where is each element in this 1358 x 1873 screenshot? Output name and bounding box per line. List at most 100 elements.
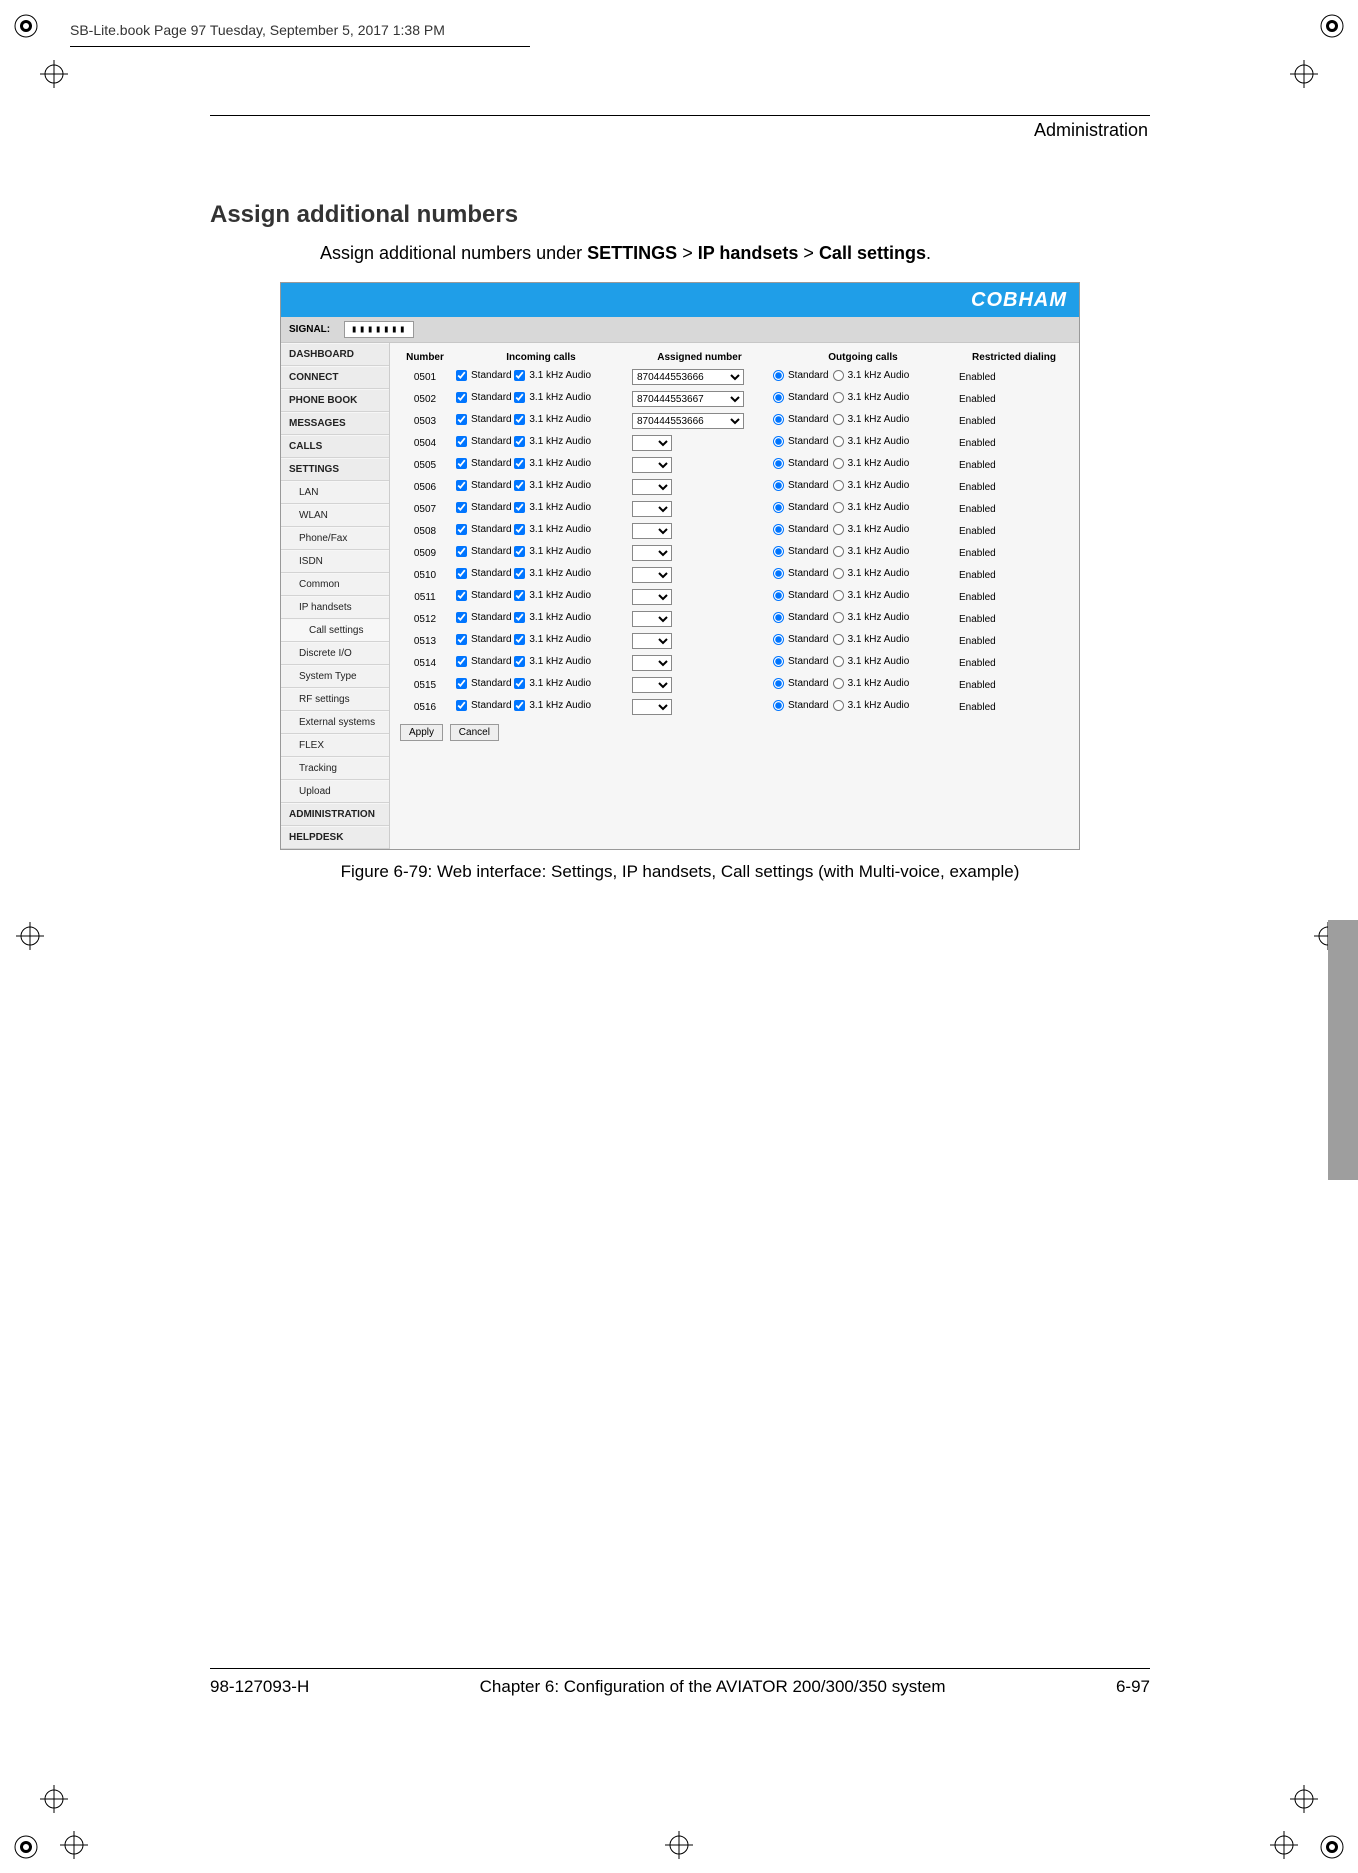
- incoming-standard-checkbox[interactable]: Standard: [456, 524, 512, 535]
- assigned-number-select[interactable]: [632, 567, 672, 583]
- assigned-number-select[interactable]: [632, 611, 672, 627]
- incoming-khz-checkbox[interactable]: 3.1 kHz Audio: [514, 480, 591, 491]
- nav-item[interactable]: HELPDESK: [281, 826, 389, 849]
- outgoing-khz-radio[interactable]: 3.1 kHz Audio: [833, 480, 910, 491]
- incoming-khz-checkbox[interactable]: 3.1 kHz Audio: [514, 700, 591, 711]
- nav-item[interactable]: Upload: [281, 780, 389, 803]
- outgoing-khz-radio[interactable]: 3.1 kHz Audio: [833, 546, 910, 557]
- outgoing-standard-radio[interactable]: Standard: [773, 568, 829, 579]
- outgoing-khz-radio[interactable]: 3.1 kHz Audio: [833, 370, 910, 381]
- outgoing-khz-radio[interactable]: 3.1 kHz Audio: [833, 568, 910, 579]
- outgoing-khz-radio[interactable]: 3.1 kHz Audio: [833, 678, 910, 689]
- outgoing-standard-radio[interactable]: Standard: [773, 414, 829, 425]
- outgoing-standard-radio[interactable]: Standard: [773, 458, 829, 469]
- incoming-khz-checkbox[interactable]: 3.1 kHz Audio: [514, 502, 591, 513]
- assigned-number-select[interactable]: [632, 523, 672, 539]
- incoming-khz-checkbox[interactable]: 3.1 kHz Audio: [514, 568, 591, 579]
- outgoing-khz-radio[interactable]: 3.1 kHz Audio: [833, 502, 910, 513]
- outgoing-standard-radio[interactable]: Standard: [773, 524, 829, 535]
- assigned-number-select[interactable]: 870444553667: [632, 391, 744, 407]
- outgoing-khz-radio[interactable]: 3.1 kHz Audio: [833, 634, 910, 645]
- nav-item[interactable]: RF settings: [281, 688, 389, 711]
- assigned-number-select[interactable]: [632, 677, 672, 693]
- outgoing-standard-radio[interactable]: Standard: [773, 634, 829, 645]
- assigned-number-select[interactable]: [632, 545, 672, 561]
- nav-item[interactable]: FLEX: [281, 734, 389, 757]
- incoming-standard-checkbox[interactable]: Standard: [456, 392, 512, 403]
- incoming-standard-checkbox[interactable]: Standard: [456, 634, 512, 645]
- outgoing-standard-radio[interactable]: Standard: [773, 502, 829, 513]
- assigned-number-select[interactable]: 870444553666: [632, 369, 744, 385]
- incoming-khz-checkbox[interactable]: 3.1 kHz Audio: [514, 634, 591, 645]
- outgoing-khz-radio[interactable]: 3.1 kHz Audio: [833, 458, 910, 469]
- incoming-khz-checkbox[interactable]: 3.1 kHz Audio: [514, 524, 591, 535]
- outgoing-standard-radio[interactable]: Standard: [773, 370, 829, 381]
- incoming-khz-checkbox[interactable]: 3.1 kHz Audio: [514, 414, 591, 425]
- nav-item[interactable]: PHONE BOOK: [281, 389, 389, 412]
- outgoing-standard-radio[interactable]: Standard: [773, 612, 829, 623]
- incoming-khz-checkbox[interactable]: 3.1 kHz Audio: [514, 590, 591, 601]
- cancel-button[interactable]: Cancel: [450, 724, 499, 741]
- incoming-standard-checkbox[interactable]: Standard: [456, 502, 512, 513]
- incoming-standard-checkbox[interactable]: Standard: [456, 370, 512, 381]
- nav-item[interactable]: External systems: [281, 711, 389, 734]
- outgoing-khz-radio[interactable]: 3.1 kHz Audio: [833, 524, 910, 535]
- outgoing-standard-radio[interactable]: Standard: [773, 678, 829, 689]
- nav-item[interactable]: CONNECT: [281, 366, 389, 389]
- incoming-standard-checkbox[interactable]: Standard: [456, 458, 512, 469]
- incoming-khz-checkbox[interactable]: 3.1 kHz Audio: [514, 370, 591, 381]
- nav-item[interactable]: Common: [281, 573, 389, 596]
- outgoing-khz-radio[interactable]: 3.1 kHz Audio: [833, 656, 910, 667]
- incoming-standard-checkbox[interactable]: Standard: [456, 678, 512, 689]
- outgoing-khz-radio[interactable]: 3.1 kHz Audio: [833, 392, 910, 403]
- nav-item[interactable]: LAN: [281, 481, 389, 504]
- apply-button[interactable]: Apply: [400, 724, 443, 741]
- assigned-number-select[interactable]: [632, 435, 672, 451]
- nav-item[interactable]: Call settings: [281, 619, 389, 642]
- incoming-standard-checkbox[interactable]: Standard: [456, 480, 512, 491]
- nav-item[interactable]: ISDN: [281, 550, 389, 573]
- nav-item[interactable]: SETTINGS: [281, 458, 389, 481]
- assigned-number-select[interactable]: 870444553666: [632, 413, 744, 429]
- incoming-standard-checkbox[interactable]: Standard: [456, 546, 512, 557]
- incoming-standard-checkbox[interactable]: Standard: [456, 436, 512, 447]
- nav-item[interactable]: Phone/Fax: [281, 527, 389, 550]
- incoming-khz-checkbox[interactable]: 3.1 kHz Audio: [514, 458, 591, 469]
- nav-item[interactable]: Tracking: [281, 757, 389, 780]
- outgoing-khz-radio[interactable]: 3.1 kHz Audio: [833, 590, 910, 601]
- incoming-khz-checkbox[interactable]: 3.1 kHz Audio: [514, 392, 591, 403]
- incoming-standard-checkbox[interactable]: Standard: [456, 414, 512, 425]
- outgoing-standard-radio[interactable]: Standard: [773, 590, 829, 601]
- outgoing-khz-radio[interactable]: 3.1 kHz Audio: [833, 612, 910, 623]
- nav-item[interactable]: CALLS: [281, 435, 389, 458]
- assigned-number-select[interactable]: [632, 457, 672, 473]
- outgoing-khz-radio[interactable]: 3.1 kHz Audio: [833, 414, 910, 425]
- outgoing-standard-radio[interactable]: Standard: [773, 436, 829, 447]
- nav-item[interactable]: IP handsets: [281, 596, 389, 619]
- incoming-standard-checkbox[interactable]: Standard: [456, 568, 512, 579]
- incoming-khz-checkbox[interactable]: 3.1 kHz Audio: [514, 546, 591, 557]
- outgoing-standard-radio[interactable]: Standard: [773, 480, 829, 491]
- outgoing-standard-radio[interactable]: Standard: [773, 546, 829, 557]
- nav-item[interactable]: System Type: [281, 665, 389, 688]
- incoming-khz-checkbox[interactable]: 3.1 kHz Audio: [514, 678, 591, 689]
- assigned-number-select[interactable]: [632, 655, 672, 671]
- assigned-number-select[interactable]: [632, 479, 672, 495]
- nav-item[interactable]: DASHBOARD: [281, 343, 389, 366]
- nav-item[interactable]: MESSAGES: [281, 412, 389, 435]
- outgoing-khz-radio[interactable]: 3.1 kHz Audio: [833, 436, 910, 447]
- outgoing-standard-radio[interactable]: Standard: [773, 656, 829, 667]
- incoming-standard-checkbox[interactable]: Standard: [456, 700, 512, 711]
- incoming-khz-checkbox[interactable]: 3.1 kHz Audio: [514, 656, 591, 667]
- incoming-standard-checkbox[interactable]: Standard: [456, 656, 512, 667]
- assigned-number-select[interactable]: [632, 501, 672, 517]
- incoming-khz-checkbox[interactable]: 3.1 kHz Audio: [514, 612, 591, 623]
- assigned-number-select[interactable]: [632, 589, 672, 605]
- outgoing-standard-radio[interactable]: Standard: [773, 392, 829, 403]
- outgoing-standard-radio[interactable]: Standard: [773, 700, 829, 711]
- incoming-standard-checkbox[interactable]: Standard: [456, 590, 512, 601]
- assigned-number-select[interactable]: [632, 699, 672, 715]
- nav-item[interactable]: WLAN: [281, 504, 389, 527]
- outgoing-khz-radio[interactable]: 3.1 kHz Audio: [833, 700, 910, 711]
- nav-item[interactable]: ADMINISTRATION: [281, 803, 389, 826]
